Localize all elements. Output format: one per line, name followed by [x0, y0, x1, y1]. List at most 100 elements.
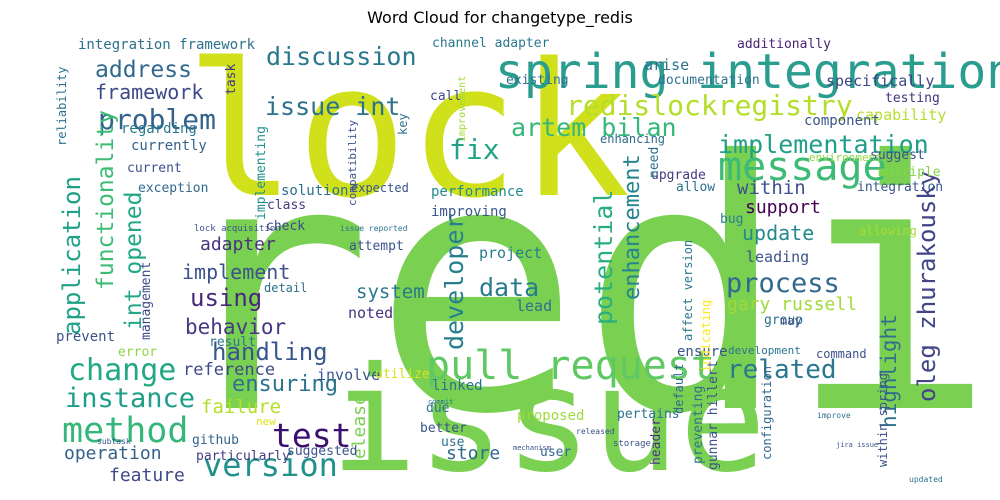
word-release: release: [349, 394, 370, 470]
word-integration-framework: integration framework: [78, 37, 256, 53]
word-new: new: [256, 415, 276, 428]
word-message: message: [718, 144, 887, 190]
word-exception: exception: [138, 181, 208, 196]
word-solution: solution: [281, 183, 348, 199]
chart-title: Word Cloud for changetype_redis: [367, 8, 633, 27]
word-suggested: suggested: [287, 444, 357, 459]
word-lock-acquisition: lock acquisition: [194, 224, 281, 234]
word-pertains: pertains: [617, 407, 680, 422]
word-noted: noted: [348, 304, 393, 322]
word-ensuring: ensuring: [232, 372, 338, 397]
word-current: current: [127, 161, 182, 176]
word-result: result: [209, 335, 256, 350]
word-potential: potential: [589, 190, 618, 325]
word-process: process: [726, 268, 840, 299]
word-instance: instance: [65, 383, 195, 414]
word-data: data: [479, 273, 539, 302]
word-channel-adapter: channel adapter: [432, 36, 550, 51]
word-failure: failure: [201, 396, 281, 418]
word-prevent: prevent: [56, 329, 115, 345]
word-issue-int: issue int: [265, 92, 400, 121]
word-may: may: [780, 314, 802, 328]
word-feature: feature: [109, 465, 185, 486]
word-jira-issue: jira issue: [836, 441, 878, 449]
word-affect-version: affect version: [681, 240, 695, 341]
word-implementation: implementation: [718, 130, 929, 159]
word-reference: reference: [183, 360, 275, 380]
word-storage: storage: [613, 439, 651, 449]
word-key: key: [396, 113, 410, 135]
word-within-spring: within spring: [876, 373, 890, 467]
word-group: group: [764, 313, 803, 328]
word-artem-bilan: artem bilan: [511, 113, 677, 142]
word-component: component: [804, 113, 880, 129]
word-detail: detail: [264, 281, 307, 295]
word-handling: handling: [212, 338, 328, 366]
word-released: released: [576, 427, 615, 436]
word-arise: arise: [644, 56, 689, 74]
word-spring-integration: spring integration: [495, 44, 1000, 100]
word-class: class: [267, 198, 306, 213]
word-linked: linked: [432, 378, 483, 394]
word-improving: improving: [431, 204, 507, 220]
word-utilize: utilize: [375, 367, 430, 382]
word-within: within: [737, 177, 806, 199]
word-updated: updated: [909, 475, 943, 484]
word-behavior: behavior: [185, 315, 286, 339]
word-pull-request: pull request: [426, 343, 715, 389]
word-issue: issue: [330, 336, 767, 500]
word-improvement: improvement: [457, 76, 468, 142]
word-reliability: reliability: [55, 67, 69, 146]
word-configuration: configuration: [760, 366, 774, 460]
word-suggest: suggest: [870, 148, 925, 163]
word-use: use: [441, 435, 465, 450]
word-enhancing: enhancing: [600, 132, 665, 146]
word-github: github: [192, 433, 239, 448]
word-enhancement: enhancement: [620, 154, 645, 300]
word-capability: capability: [856, 106, 946, 124]
word-address: address: [95, 57, 192, 83]
word-default: default: [672, 363, 686, 414]
word-improve: improve: [817, 411, 851, 420]
word-implement: implement: [182, 260, 290, 284]
word-gunnar-hillert: gunnar hillert: [706, 360, 721, 470]
word-support: support: [745, 197, 821, 218]
word-redislockregistry: redislockregistry: [566, 89, 853, 122]
word-allowing: allowing: [859, 224, 917, 238]
word-task: task: [224, 64, 239, 95]
word-regarding: regarding: [121, 121, 197, 137]
word-user: user: [540, 445, 571, 460]
word-lock: lock: [185, 23, 631, 239]
word-ensure: ensure: [677, 344, 728, 360]
word-error: error: [118, 345, 157, 360]
word-development: development: [728, 344, 801, 357]
word-version: version: [203, 446, 338, 484]
word-project: project: [479, 244, 542, 262]
word-particularly: particularly: [196, 449, 290, 464]
word-subtask: subtask: [97, 437, 131, 446]
word-problem: problem: [98, 103, 216, 136]
word-bug: bug: [720, 212, 743, 227]
word-int-opened: int opened: [121, 192, 147, 330]
word-system: system: [356, 281, 425, 303]
word-lead: lead: [516, 297, 552, 315]
word-proposed: proposed: [517, 408, 584, 424]
word-attempt: attempt: [349, 239, 404, 254]
word-indicating: indicating: [699, 300, 713, 372]
word-involve: involve: [317, 366, 380, 384]
word-change: change: [68, 353, 176, 388]
word-using: using: [190, 284, 262, 312]
word-oleg-zhurakousky: oleg zhurakousky: [913, 171, 941, 402]
word-header: header: [649, 418, 664, 465]
word-expected: expected: [351, 181, 409, 195]
word-mechanism: mechanism: [513, 444, 551, 452]
word-existing: existing: [506, 73, 569, 88]
word-multiple: multiple: [878, 165, 941, 180]
word-functionality: functionality: [93, 110, 119, 290]
word-related: related: [727, 355, 837, 385]
word-environment: environment: [809, 151, 882, 164]
word-due: due: [426, 401, 450, 416]
word-commit: commit: [428, 398, 453, 406]
word-highlight: highlight: [877, 314, 901, 428]
